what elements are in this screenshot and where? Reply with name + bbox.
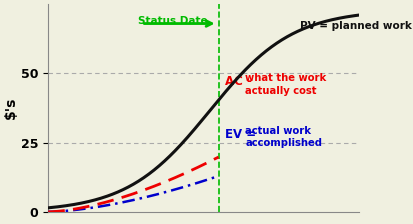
Text: what the work
actually cost: what the work actually cost bbox=[245, 73, 326, 96]
Text: Status Date: Status Date bbox=[138, 16, 207, 26]
Text: actual work
accomplished: actual work accomplished bbox=[245, 126, 322, 148]
Text: AC -: AC - bbox=[225, 75, 252, 88]
Text: PV = planned work: PV = planned work bbox=[299, 21, 411, 31]
Y-axis label: $'s: $'s bbox=[4, 97, 18, 119]
Text: EV =: EV = bbox=[225, 128, 256, 141]
